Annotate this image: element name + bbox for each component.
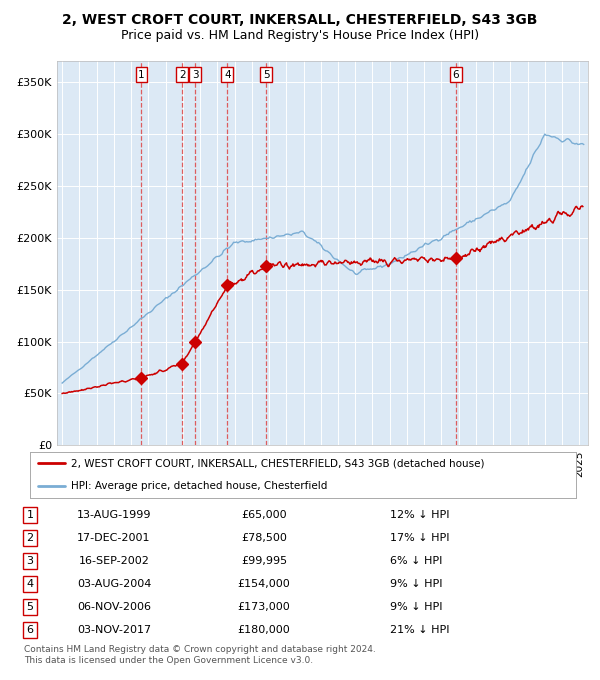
Text: 03-NOV-2017: 03-NOV-2017 [77,626,151,635]
Text: 1: 1 [138,69,145,80]
Text: £173,000: £173,000 [238,602,290,612]
Text: £65,000: £65,000 [241,510,287,520]
Text: 21% ↓ HPI: 21% ↓ HPI [390,626,449,635]
Text: 3: 3 [26,556,34,566]
Text: £78,500: £78,500 [241,533,287,543]
Text: Price paid vs. HM Land Registry's House Price Index (HPI): Price paid vs. HM Land Registry's House … [121,29,479,42]
Text: 6: 6 [26,626,34,635]
Text: 9% ↓ HPI: 9% ↓ HPI [390,602,443,612]
Text: 5: 5 [263,69,269,80]
Text: 3: 3 [192,69,199,80]
Text: 17-DEC-2001: 17-DEC-2001 [77,533,151,543]
Text: 12% ↓ HPI: 12% ↓ HPI [390,510,449,520]
Text: 03-AUG-2004: 03-AUG-2004 [77,579,151,589]
Text: 5: 5 [26,602,34,612]
Text: 2, WEST CROFT COURT, INKERSALL, CHESTERFIELD, S43 3GB (detached house): 2, WEST CROFT COURT, INKERSALL, CHESTERF… [71,458,484,468]
Text: 13-AUG-1999: 13-AUG-1999 [77,510,151,520]
Text: £154,000: £154,000 [238,579,290,589]
Text: 9% ↓ HPI: 9% ↓ HPI [390,579,443,589]
Text: 6: 6 [452,69,459,80]
Text: 4: 4 [224,69,230,80]
Text: HPI: Average price, detached house, Chesterfield: HPI: Average price, detached house, Ches… [71,481,328,491]
Text: £180,000: £180,000 [238,626,290,635]
Text: 2: 2 [179,69,185,80]
Text: 6% ↓ HPI: 6% ↓ HPI [390,556,442,566]
Text: 2: 2 [26,533,34,543]
Text: £99,995: £99,995 [241,556,287,566]
Text: 06-NOV-2006: 06-NOV-2006 [77,602,151,612]
Text: Contains HM Land Registry data © Crown copyright and database right 2024.
This d: Contains HM Land Registry data © Crown c… [24,645,376,665]
Text: 17% ↓ HPI: 17% ↓ HPI [390,533,449,543]
Text: 4: 4 [26,579,34,589]
Text: 2, WEST CROFT COURT, INKERSALL, CHESTERFIELD, S43 3GB: 2, WEST CROFT COURT, INKERSALL, CHESTERF… [62,13,538,27]
Text: 16-SEP-2002: 16-SEP-2002 [79,556,149,566]
Text: 1: 1 [26,510,34,520]
